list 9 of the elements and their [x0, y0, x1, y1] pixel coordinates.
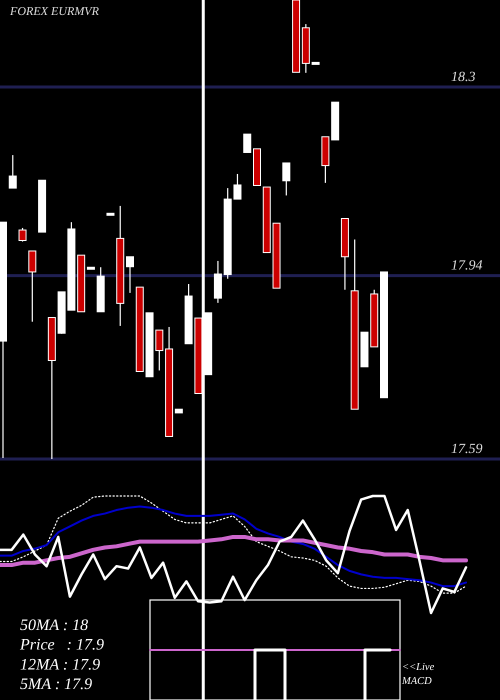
chart-title: FOREX EURMVR	[9, 4, 100, 18]
text: 12MA : 17.9	[20, 656, 100, 674]
y-tick-label: 17.59	[451, 442, 482, 457]
text: <<Live MACD	[401, 662, 435, 687]
text: Price : 17.9	[19, 636, 104, 654]
y-tick-label: 18.3	[451, 70, 476, 85]
y-tick-label: 17.94	[451, 258, 482, 274]
text: 5MA : 17.9	[20, 676, 92, 694]
text: 50MA : 18	[20, 617, 88, 634]
